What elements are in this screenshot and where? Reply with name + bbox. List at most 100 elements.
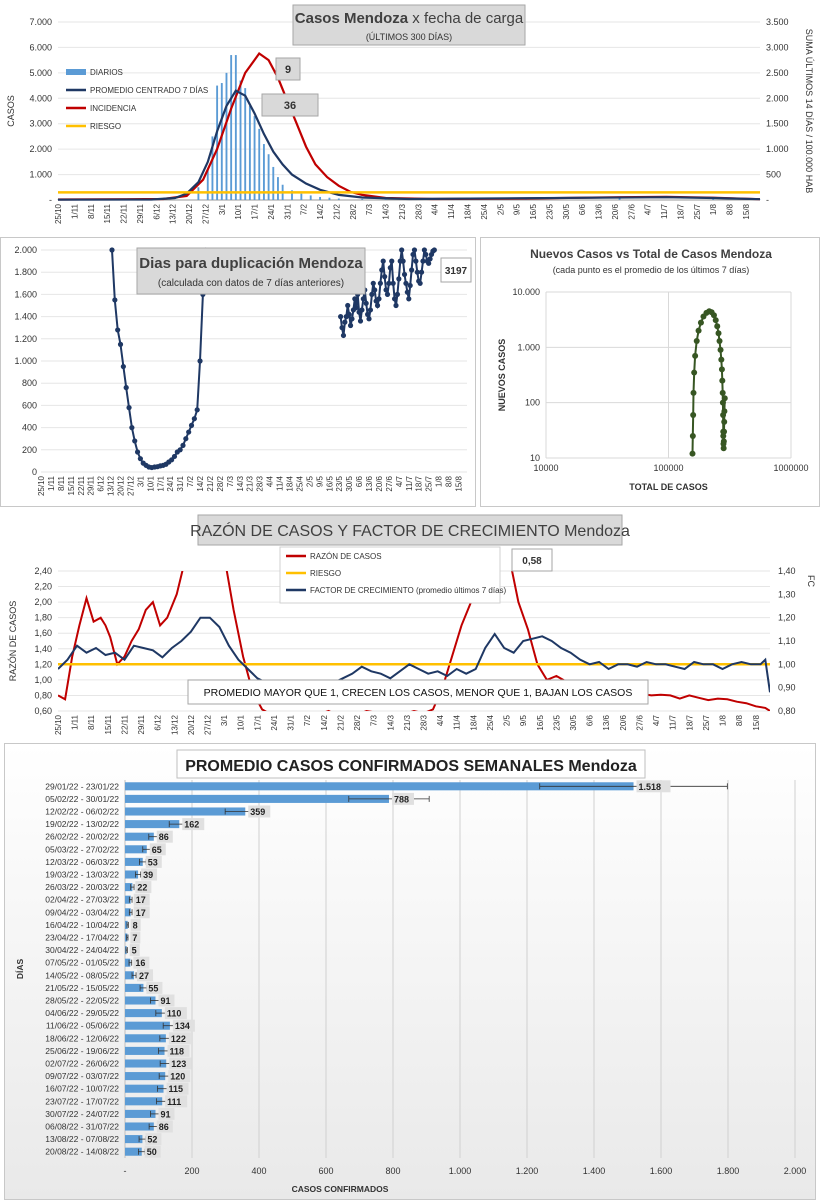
y2-tick-label: 1,00 bbox=[778, 659, 796, 669]
value-label-bg bbox=[144, 1145, 161, 1158]
callout-box bbox=[275, 57, 301, 81]
y-tick-label: 25/06/22 - 19/06/22 bbox=[45, 1046, 119, 1056]
value-label-bg bbox=[156, 1120, 173, 1133]
duplicacion-point bbox=[414, 269, 420, 275]
title-box bbox=[292, 4, 526, 46]
duplicacion-point bbox=[339, 325, 345, 331]
duplicacion-point bbox=[186, 429, 192, 435]
value-label-bg bbox=[166, 1082, 189, 1095]
duplicacion-point bbox=[363, 300, 369, 306]
callout-label: 3197 bbox=[445, 266, 468, 277]
x-tick-label: 16/5 bbox=[325, 475, 334, 491]
x-tick-label: 400 bbox=[251, 1166, 266, 1176]
duplicacion-point bbox=[349, 316, 355, 322]
x-tick-label: 17/1 bbox=[251, 203, 260, 219]
y2-tick-label: 1,10 bbox=[778, 636, 796, 646]
x-tick-label: 13/12 bbox=[169, 203, 178, 224]
value-label: 17 bbox=[136, 895, 146, 905]
x-tick-label: 4/4 bbox=[266, 475, 275, 487]
legend-box bbox=[279, 546, 501, 604]
duplicacion-point bbox=[406, 296, 412, 302]
y-tick-label: 07/05/22 - 01/05/22 bbox=[45, 958, 119, 968]
weekly-bar bbox=[125, 1046, 165, 1055]
value-label: 55 bbox=[148, 983, 158, 993]
y-tick-label: 12/02/22 - 06/02/22 bbox=[45, 807, 119, 817]
y2-tick-label: 500 bbox=[766, 170, 781, 180]
value-label: 39 bbox=[143, 870, 153, 880]
duplicacion-point bbox=[400, 258, 406, 264]
value-label: 50 bbox=[147, 1147, 157, 1157]
x-tick-label: 21/3 bbox=[403, 714, 412, 730]
duplicacion-point bbox=[393, 302, 399, 309]
daily-bar bbox=[337, 198, 340, 200]
scatter-point bbox=[720, 438, 727, 445]
x-tick-label: 14/2 bbox=[196, 475, 205, 491]
weekly-bar bbox=[125, 895, 131, 904]
scatter-point bbox=[718, 366, 725, 373]
duplicacion-point bbox=[180, 442, 186, 448]
chart-subtitle: (ÚLTIMOS 300 DÍAS) bbox=[366, 32, 452, 42]
scatter-point bbox=[714, 323, 721, 330]
weekly-bar bbox=[125, 983, 144, 992]
duplicacion-point bbox=[137, 456, 143, 462]
duplicacion-point bbox=[423, 251, 429, 258]
value-label-bg bbox=[169, 1057, 192, 1070]
x-tick-label: 10/1 bbox=[234, 203, 243, 219]
value-label-bg bbox=[158, 994, 175, 1007]
y-tick-label: 2.000 bbox=[29, 144, 52, 154]
legend-swatch bbox=[66, 69, 86, 75]
x-tick-label: 27/12 bbox=[201, 203, 210, 224]
weekly-bar bbox=[125, 1072, 166, 1081]
y-tick-label: 7.000 bbox=[29, 17, 52, 27]
x-tick-label: 8/8 bbox=[445, 475, 454, 487]
value-label-bg bbox=[164, 1007, 187, 1020]
duplicacion-point bbox=[359, 307, 365, 313]
duplicacion-point bbox=[421, 247, 427, 253]
x-tick-label: 20/6 bbox=[611, 203, 620, 219]
value-label: 86 bbox=[159, 1122, 169, 1132]
x-tick-label: 28/2 bbox=[216, 475, 225, 491]
duplicacion-point bbox=[369, 291, 375, 297]
callout-label: 36 bbox=[284, 100, 296, 112]
duplicacion-point bbox=[384, 291, 391, 297]
duplicacion-point bbox=[340, 332, 347, 339]
weekly-bar bbox=[125, 883, 133, 892]
y2-axis-label: FC bbox=[806, 575, 816, 587]
y-tick-label: 05/02/22 - 30/01/22 bbox=[45, 794, 119, 804]
daily-bar bbox=[291, 190, 293, 200]
x-tick-label: 1/8 bbox=[435, 475, 444, 487]
duplicacion-point bbox=[347, 322, 354, 329]
x-tick-label: 15/11 bbox=[103, 203, 112, 223]
y2-tick-label: 3.000 bbox=[766, 42, 789, 52]
x-tick-label: 28/2 bbox=[353, 714, 362, 730]
scatter-point bbox=[710, 312, 717, 319]
x-tick-label: 15/8 bbox=[742, 203, 751, 219]
duplicacion-point bbox=[345, 302, 351, 309]
y-tick-label: 1,00 bbox=[34, 675, 52, 685]
x-tick-label: 16/5 bbox=[536, 714, 545, 730]
x-tick-label: 20/6 bbox=[375, 475, 384, 491]
duplicacion-point bbox=[177, 447, 183, 453]
y-tick-label: 1,80 bbox=[34, 613, 52, 623]
duplicacion-point bbox=[171, 453, 178, 460]
duplicacion-point bbox=[394, 291, 401, 297]
y2-tick-label: 1,40 bbox=[778, 566, 796, 576]
y-tick-label: 2,40 bbox=[34, 566, 52, 576]
legend-label: DIARIOS bbox=[90, 68, 123, 77]
y2-axis-label: SUMA ÚLTIMOS 14 DÍAS / 100.000 HAB bbox=[804, 29, 814, 193]
x-tick-label: 3/1 bbox=[220, 714, 229, 726]
value-label-bg bbox=[168, 1070, 191, 1083]
y-tick-label: 1.200 bbox=[14, 334, 37, 344]
x-tick-label: 23/5 bbox=[552, 714, 561, 730]
chart-title: PROMEDIO CASOS CONFIRMADOS SEMANALES Men… bbox=[185, 758, 637, 775]
weekly-bar bbox=[125, 794, 389, 803]
x-tick-label: 8/11 bbox=[87, 203, 96, 219]
value-label: 86 bbox=[159, 832, 169, 842]
duplicacion-point bbox=[404, 289, 410, 295]
duplicacion-point bbox=[383, 287, 389, 293]
x-tick-label: 6/6 bbox=[355, 475, 364, 487]
y-tick-label: 0 bbox=[32, 467, 37, 477]
scatter-point bbox=[715, 330, 722, 337]
weekly-bar bbox=[125, 1122, 154, 1131]
y-tick-label: 2,20 bbox=[34, 582, 52, 592]
